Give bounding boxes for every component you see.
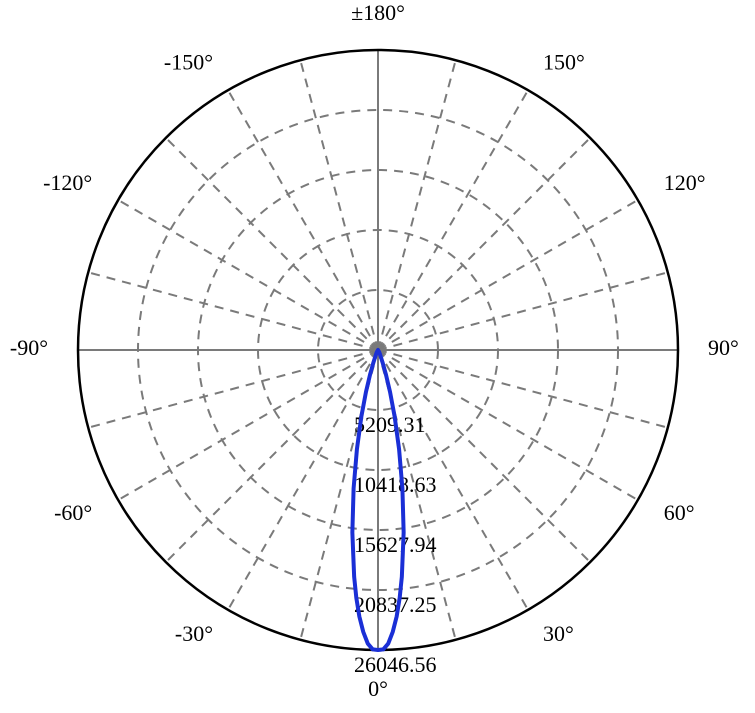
radial-tick-label: 15627.94 [354,532,437,557]
grid-spoke [88,272,378,350]
grid-spoke [378,200,638,350]
grid-spoke [378,138,590,350]
polar-chart: 5209.3110418.6315627.9420837.2526046.56 … [0,0,755,713]
angle-label: ±180° [351,0,405,25]
grid-spoke [300,60,378,350]
angle-label: 0° [368,676,388,701]
angle-label: 30° [543,621,574,646]
grid-spoke [166,138,378,350]
grid-spoke [228,90,378,350]
radial-tick-label: 10418.63 [354,472,437,497]
grid-spoke [378,272,668,350]
grid-spoke [378,60,456,350]
grid-spoke [378,350,590,562]
radial-tick-label: 26046.56 [354,652,437,677]
angle-label: 150° [543,49,585,74]
angle-label: -60° [54,500,92,525]
angle-label: -150° [164,49,213,74]
angle-label: -120° [43,170,92,195]
angle-label: 120° [664,170,706,195]
angle-label: 60° [664,500,695,525]
grid-spoke [118,350,378,500]
grid-spoke [118,200,378,350]
angle-label: -90° [10,335,48,360]
grid-spoke [88,350,378,428]
angle-label: -30° [175,621,213,646]
grid-spoke [166,350,378,562]
radial-tick-label: 5209.31 [354,412,426,437]
angle-label: 90° [708,335,739,360]
grid-spoke [378,90,528,350]
